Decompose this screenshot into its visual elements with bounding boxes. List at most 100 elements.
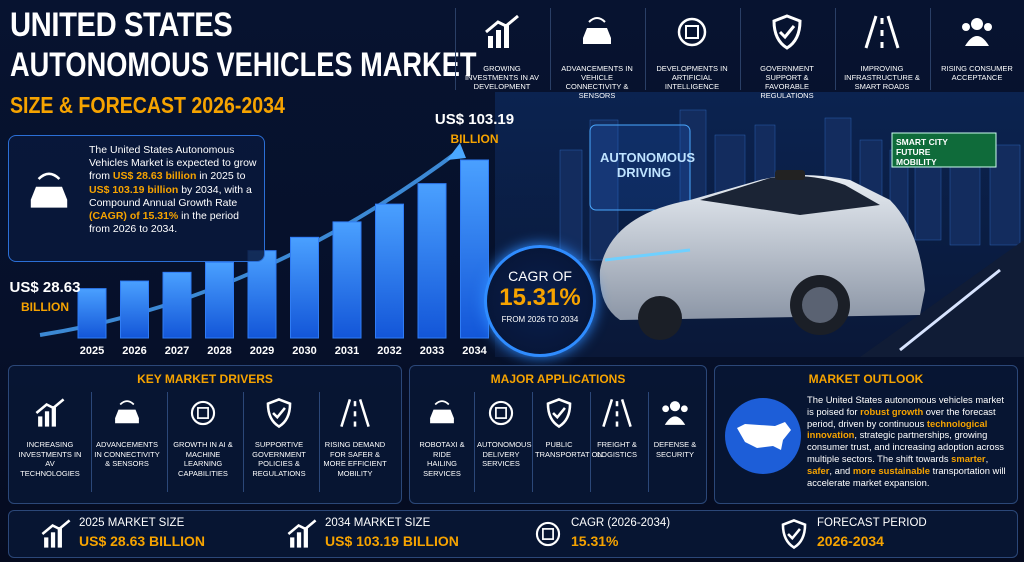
- intro-text: The United States Autonomous Vehicles Ma…: [89, 144, 257, 236]
- factor: ADVANCEMENTS IN VEHICLE CONNECTIVITY & S…: [550, 8, 643, 100]
- map-icon: [725, 398, 801, 474]
- factor-label: DEVELOPMENTS IN ARTIFICIAL INTELLIGENCE: [656, 64, 728, 91]
- panel-item: ROBOTAXI & RIDE HAILING SERVICES: [416, 392, 468, 492]
- text-run: more sustainable: [852, 464, 931, 476]
- text-run: technological innovation: [807, 417, 988, 441]
- icon: [864, 15, 900, 49]
- factor: DEVELOPMENTS IN ARTIFICIAL INTELLIGENCE: [645, 8, 738, 91]
- factor: IMPROVING INFRASTRUCTURE & SMART ROADS: [835, 8, 928, 91]
- value-label: US$ 28.63: [10, 279, 81, 296]
- value-label: US$ 103.19: [435, 111, 514, 128]
- text-run: in the period from 2026 to 2034.: [89, 210, 239, 236]
- text-run: smarter: [951, 452, 986, 464]
- arrow-head: [447, 143, 466, 160]
- icon: [115, 400, 139, 424]
- panel-item: RISING DEMAND FOR SAFER & MORE EFFICIENT…: [319, 392, 390, 492]
- icon: [772, 14, 802, 50]
- title: AUTONOMOUS VEHICLES MARKET: [10, 46, 477, 84]
- summary-value: US$ 103.19 BILLION: [325, 533, 459, 549]
- text-run: by 2034, with a Compound Annual Growth R…: [89, 183, 252, 209]
- text-run: The United States autonomous vehicles ma…: [807, 394, 1004, 417]
- icon: [266, 398, 292, 429]
- icon: [430, 400, 454, 424]
- panel-item: GROWTH IN AI & MACHINE LEARNING CAPABILI…: [167, 392, 238, 492]
- x-tick-label: 2032: [377, 345, 401, 357]
- factor-label: IMPROVING INFRASTRUCTURE & SMART ROADS: [844, 64, 920, 91]
- factor: GOVERNMENT SUPPORT & FAVORABLE REGULATIO…: [740, 8, 833, 100]
- x-tick-label: 2025: [80, 345, 104, 357]
- summary-label: 2025 MARKET SIZE: [79, 517, 185, 529]
- panel-title: MARKET OUTLOOK: [808, 372, 924, 386]
- icon: [190, 400, 216, 426]
- x-tick-label: 2031: [335, 345, 359, 357]
- bar: [460, 159, 489, 339]
- text-run: US$ 103.19 billion: [89, 183, 179, 196]
- x-tick-label: 2033: [420, 345, 444, 357]
- bar: [205, 261, 234, 339]
- subtitle: SIZE & FORECAST 2026-2034: [10, 92, 285, 118]
- item-label: ADVANCEMENTS IN CONNECTIVITY & SENSORS: [94, 440, 160, 468]
- icon: [546, 398, 572, 429]
- text-run: US$ 28.63 billion: [112, 170, 197, 183]
- summary-label: 2034 MARKET SIZE: [325, 517, 431, 529]
- bar: [290, 236, 319, 339]
- panel-item: FREIGHT & LOGISTICS: [590, 392, 643, 492]
- road-sign: SMART CITY FUTURE MOBILITY: [896, 137, 948, 167]
- summary-label: FORECAST PERIOD: [817, 517, 927, 529]
- item-label: RISING DEMAND FOR SAFER & MORE EFFICIENT…: [323, 440, 387, 478]
- icon: [41, 519, 71, 548]
- icon: [488, 400, 514, 426]
- x-tick-label: 2027: [165, 345, 189, 357]
- applications-panel: MAJOR APPLICATIONS ROBOTAXI & RIDE HAILIN…: [409, 365, 707, 504]
- bar-chart: 2025 US$ 28.63 BILLION 2026 2027 2028 2029 2030…: [10, 111, 515, 357]
- panel-item: AUTONOMOUS DELIVERY SERVICES: [474, 392, 532, 492]
- factor-label: ADVANCEMENTS IN VEHICLE CONNECTIVITY & S…: [561, 64, 633, 100]
- item-label: SUPPORTIVE GOVERNMENT POLICIES & REGULAT…: [252, 440, 306, 478]
- value-unit: BILLION: [21, 300, 69, 314]
- bar: [247, 250, 277, 339]
- panel-item: PUBLIC TRANSPORTATION: [532, 392, 603, 492]
- text-run: (CAGR) of 15.31%: [89, 210, 179, 223]
- text-run: , strategic partnerships, growing consum…: [807, 429, 1004, 464]
- factor-label: GROWING INVESTMENTS IN AV DEVELOPMENT: [464, 64, 540, 91]
- x-tick-label: 2028: [207, 345, 231, 357]
- panel-title: MAJOR APPLICATIONS: [490, 372, 626, 386]
- bar: [120, 280, 149, 339]
- x-tick-label: 2029: [250, 345, 274, 357]
- panel-item: SUPPORTIVE GOVERNMENT POLICIES & REGULAT…: [243, 392, 314, 492]
- cagr-heading: CAGR OF: [508, 268, 572, 284]
- scene-sign: AUTONOMOUS DRIVING: [600, 150, 696, 180]
- item-label: GROWTH IN AI & MACHINE LEARNING CAPABILI…: [173, 440, 233, 478]
- text-run: robust growth: [860, 405, 924, 417]
- icon: [287, 519, 317, 548]
- panel-item: INCREASING INVESTMENTS IN AV TECHNOLOGIE…: [15, 392, 85, 492]
- factor: RISING CONSUMER ACCEPTANCE: [930, 8, 1023, 90]
- icon: [962, 18, 992, 46]
- summary-item: 2025 MARKET SIZE US$ 28.63 BILLION: [39, 515, 259, 553]
- icon: [583, 17, 611, 44]
- summary-item: FORECAST PERIOD 2026-2034: [777, 515, 997, 553]
- icon: [340, 399, 370, 427]
- item-label: PUBLIC TRANSPORTATION: [535, 440, 603, 459]
- bar: [417, 183, 447, 339]
- bar: [77, 288, 107, 339]
- text-run: , and: [829, 464, 853, 476]
- icon: [602, 399, 632, 427]
- title: UNITED STATES: [10, 6, 233, 44]
- outlook-text: The United States autonomous vehicles ma…: [807, 394, 1007, 488]
- factor-label: GOVERNMENT SUPPORT & FAVORABLE REGULATIO…: [760, 64, 814, 100]
- text-run: in 2025 to: [196, 170, 246, 183]
- text-run: over the forecast period, driven by cont…: [807, 405, 996, 429]
- summary-label: CAGR (2026-2034): [571, 517, 671, 529]
- panel-title: KEY MARKET DRIVERS: [137, 372, 273, 386]
- cagr-value: 15.31%: [499, 284, 581, 311]
- x-tick-label: 2026: [122, 345, 146, 357]
- icon: [35, 398, 65, 427]
- item-label: AUTONOMOUS DELIVERY SERVICES: [477, 440, 532, 468]
- text-run: The United States Autonomous Vehicles Ma…: [89, 144, 257, 183]
- bar: [332, 221, 362, 339]
- summary-item: CAGR (2026-2034) 15.31%: [531, 515, 751, 553]
- intro-box: The United States Autonomous Vehicles Ma…: [8, 135, 265, 262]
